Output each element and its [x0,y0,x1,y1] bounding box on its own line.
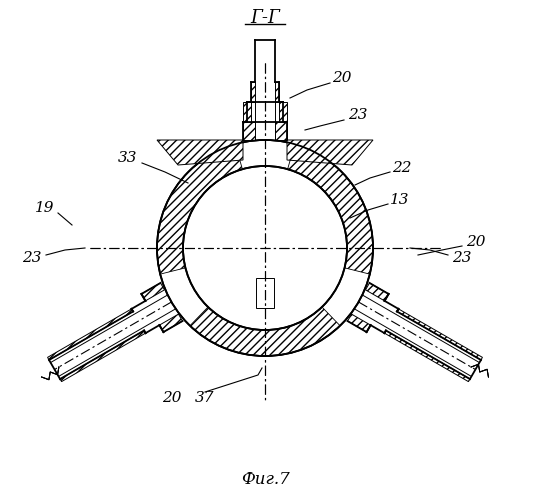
Text: 33: 33 [118,151,138,165]
Text: 37: 37 [195,391,215,405]
Polygon shape [157,140,243,165]
Text: 23: 23 [22,251,42,265]
Text: 20: 20 [332,71,352,85]
Wedge shape [190,307,340,356]
Polygon shape [397,309,483,360]
Polygon shape [60,330,146,382]
Text: 22: 22 [392,161,412,175]
Text: 13: 13 [390,193,410,207]
Polygon shape [385,330,470,382]
Wedge shape [157,144,242,274]
Text: Г-Г: Г-Г [250,9,280,27]
Polygon shape [256,278,274,308]
Text: 23: 23 [348,108,368,122]
Text: 19: 19 [35,201,55,215]
Polygon shape [287,140,373,165]
Text: Фиг.7: Фиг.7 [241,472,289,489]
Polygon shape [48,309,133,360]
Polygon shape [279,102,287,122]
Polygon shape [243,122,255,140]
Polygon shape [251,82,255,102]
Polygon shape [243,102,251,122]
Polygon shape [275,122,287,140]
Polygon shape [160,314,182,332]
Text: 20: 20 [466,235,486,249]
Polygon shape [275,82,279,102]
Polygon shape [366,283,388,301]
Polygon shape [141,283,164,301]
Wedge shape [288,144,373,274]
Text: 20: 20 [162,391,182,405]
Polygon shape [347,314,371,332]
Text: 23: 23 [452,251,472,265]
